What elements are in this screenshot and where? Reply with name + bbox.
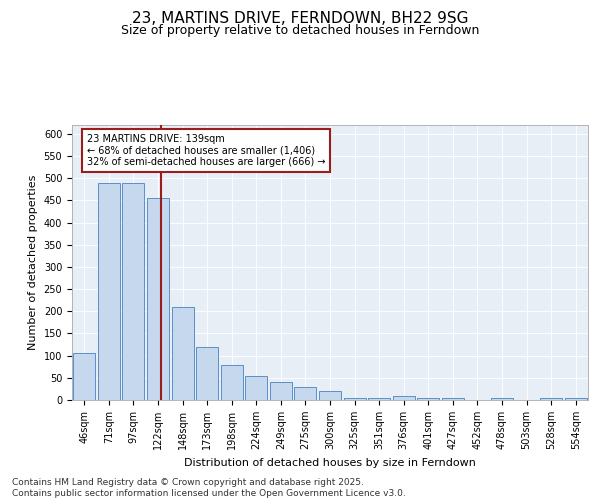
Bar <box>295 386 316 400</box>
Bar <box>565 398 587 400</box>
Bar <box>540 398 562 400</box>
Bar <box>221 364 243 400</box>
Bar <box>73 354 95 400</box>
Bar <box>245 376 268 400</box>
Bar <box>196 347 218 400</box>
Bar <box>319 391 341 400</box>
Y-axis label: Number of detached properties: Number of detached properties <box>28 175 38 350</box>
Bar <box>417 398 439 400</box>
Bar <box>392 396 415 400</box>
Bar <box>98 182 120 400</box>
Text: Contains HM Land Registry data © Crown copyright and database right 2025.
Contai: Contains HM Land Registry data © Crown c… <box>12 478 406 498</box>
Bar <box>172 307 194 400</box>
Bar <box>344 398 365 400</box>
Text: 23, MARTINS DRIVE, FERNDOWN, BH22 9SG: 23, MARTINS DRIVE, FERNDOWN, BH22 9SG <box>132 11 468 26</box>
Bar <box>147 198 169 400</box>
Bar <box>368 398 390 400</box>
Bar <box>270 382 292 400</box>
Bar <box>491 398 513 400</box>
Text: 23 MARTINS DRIVE: 139sqm
← 68% of detached houses are smaller (1,406)
32% of sem: 23 MARTINS DRIVE: 139sqm ← 68% of detach… <box>87 134 325 167</box>
Text: Size of property relative to detached houses in Ferndown: Size of property relative to detached ho… <box>121 24 479 37</box>
X-axis label: Distribution of detached houses by size in Ferndown: Distribution of detached houses by size … <box>184 458 476 468</box>
Bar <box>442 398 464 400</box>
Bar <box>122 182 145 400</box>
